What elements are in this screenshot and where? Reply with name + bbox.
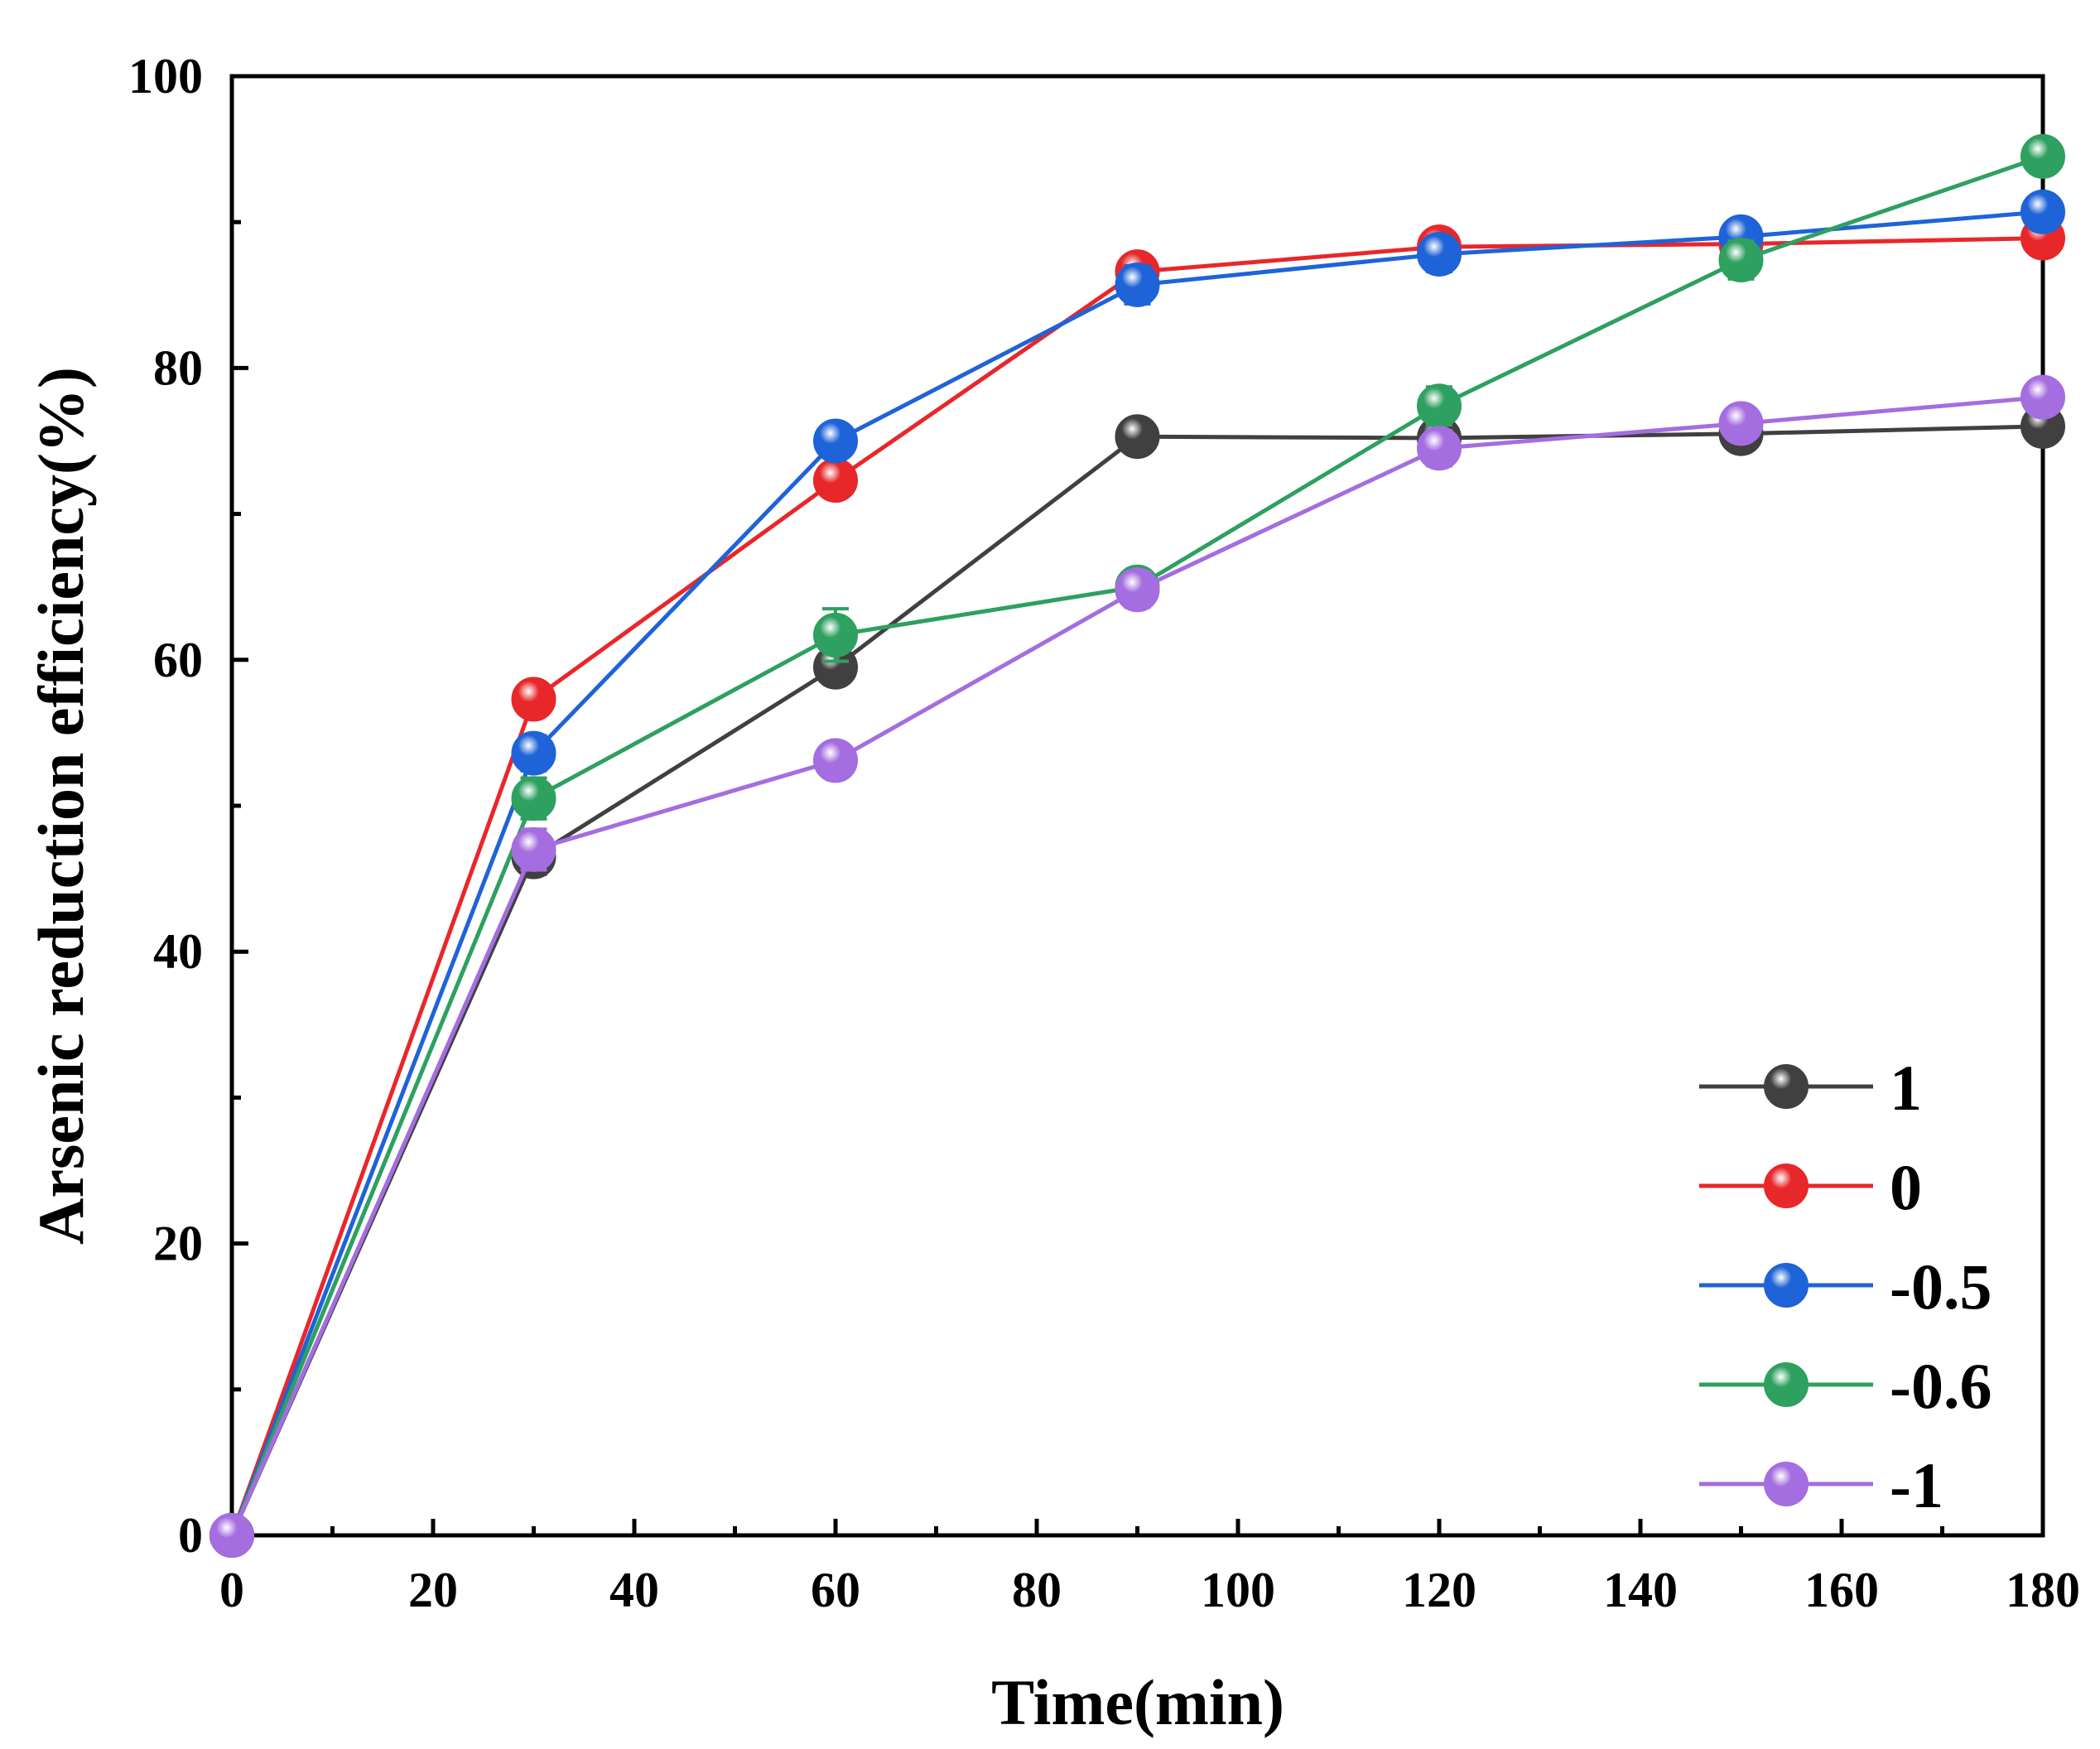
legend-label: -1 [1890, 1449, 1943, 1521]
legend-item--1: -1 [1699, 1449, 1943, 1521]
series--0.5 [210, 189, 2065, 1558]
x-tick-label: 160 [1804, 1563, 1879, 1617]
data-point [2021, 189, 2065, 234]
legend-marker [1764, 1462, 1809, 1506]
y-tick-label: 40 [153, 924, 203, 979]
y-axis-tick-labels: 0 20 40 60 80 100 [128, 49, 203, 1563]
data-point [813, 612, 858, 658]
y-tick-label: 100 [128, 49, 203, 104]
x-tick-label: 0 [219, 1563, 244, 1617]
y-tick-label: 60 [153, 633, 203, 687]
legend-marker [1764, 1064, 1809, 1109]
legend-label: -0.5 [1890, 1250, 1992, 1323]
x-axis-tick-labels: 0 20 40 60 80 100 120 140 160 180 [219, 1563, 2080, 1617]
legend-item-0: 0 [1699, 1151, 1922, 1223]
legend-marker [1764, 1164, 1809, 1208]
data-point [1718, 401, 1764, 446]
data-point [511, 776, 556, 822]
data-point [813, 738, 858, 783]
data-point [813, 458, 858, 504]
data-point [1115, 414, 1160, 460]
y-tick-label: 80 [153, 340, 203, 395]
x-tick-label: 20 [408, 1563, 458, 1617]
y-axis-title: Arsenic reduction efficiency(%) [25, 367, 97, 1245]
legend-marker [1764, 1263, 1809, 1308]
series--1 [210, 374, 2065, 1558]
data-point [813, 418, 858, 464]
legend: 1 0 -0.5 -0.6 -1 [1699, 1052, 1992, 1521]
data-point [2021, 374, 2065, 420]
x-axis-ticks [229, 1519, 2045, 1535]
legend-item-1: 1 [1699, 1052, 1922, 1124]
legend-label: 1 [1890, 1052, 1922, 1124]
series-layer [210, 133, 2065, 1558]
x-tick-label: 140 [1603, 1563, 1678, 1617]
data-point [1718, 238, 1764, 283]
data-point [1417, 383, 1462, 429]
x-tick-label: 60 [811, 1563, 860, 1617]
x-tick-label: 120 [1402, 1563, 1476, 1617]
data-point [511, 730, 556, 776]
y-tick-label: 0 [178, 1508, 203, 1563]
legend-marker [1764, 1362, 1809, 1407]
x-axis-title: Time(min) [991, 1666, 1284, 1738]
x-tick-label: 40 [609, 1563, 659, 1617]
legend-label: -0.6 [1890, 1350, 1992, 1422]
data-point [511, 826, 556, 872]
data-point [511, 677, 556, 722]
data-point [1417, 426, 1462, 471]
y-tick-label: 20 [153, 1217, 203, 1271]
series-line [229, 154, 2044, 1536]
series--0.6 [210, 133, 2065, 1558]
legend-label: 0 [1890, 1151, 1922, 1223]
legend-item--0.6: -0.6 [1699, 1350, 1992, 1422]
y-axis-ticks [232, 74, 248, 1538]
data-point [1417, 231, 1462, 277]
data-point [1115, 262, 1160, 307]
legend-item--0.5: -0.5 [1699, 1250, 1992, 1323]
data-point [2021, 133, 2065, 179]
x-tick-label: 80 [1012, 1563, 1062, 1617]
data-point [210, 1513, 254, 1558]
x-tick-label: 100 [1201, 1563, 1275, 1617]
x-tick-label: 180 [2006, 1563, 2080, 1617]
data-point [1115, 567, 1160, 613]
